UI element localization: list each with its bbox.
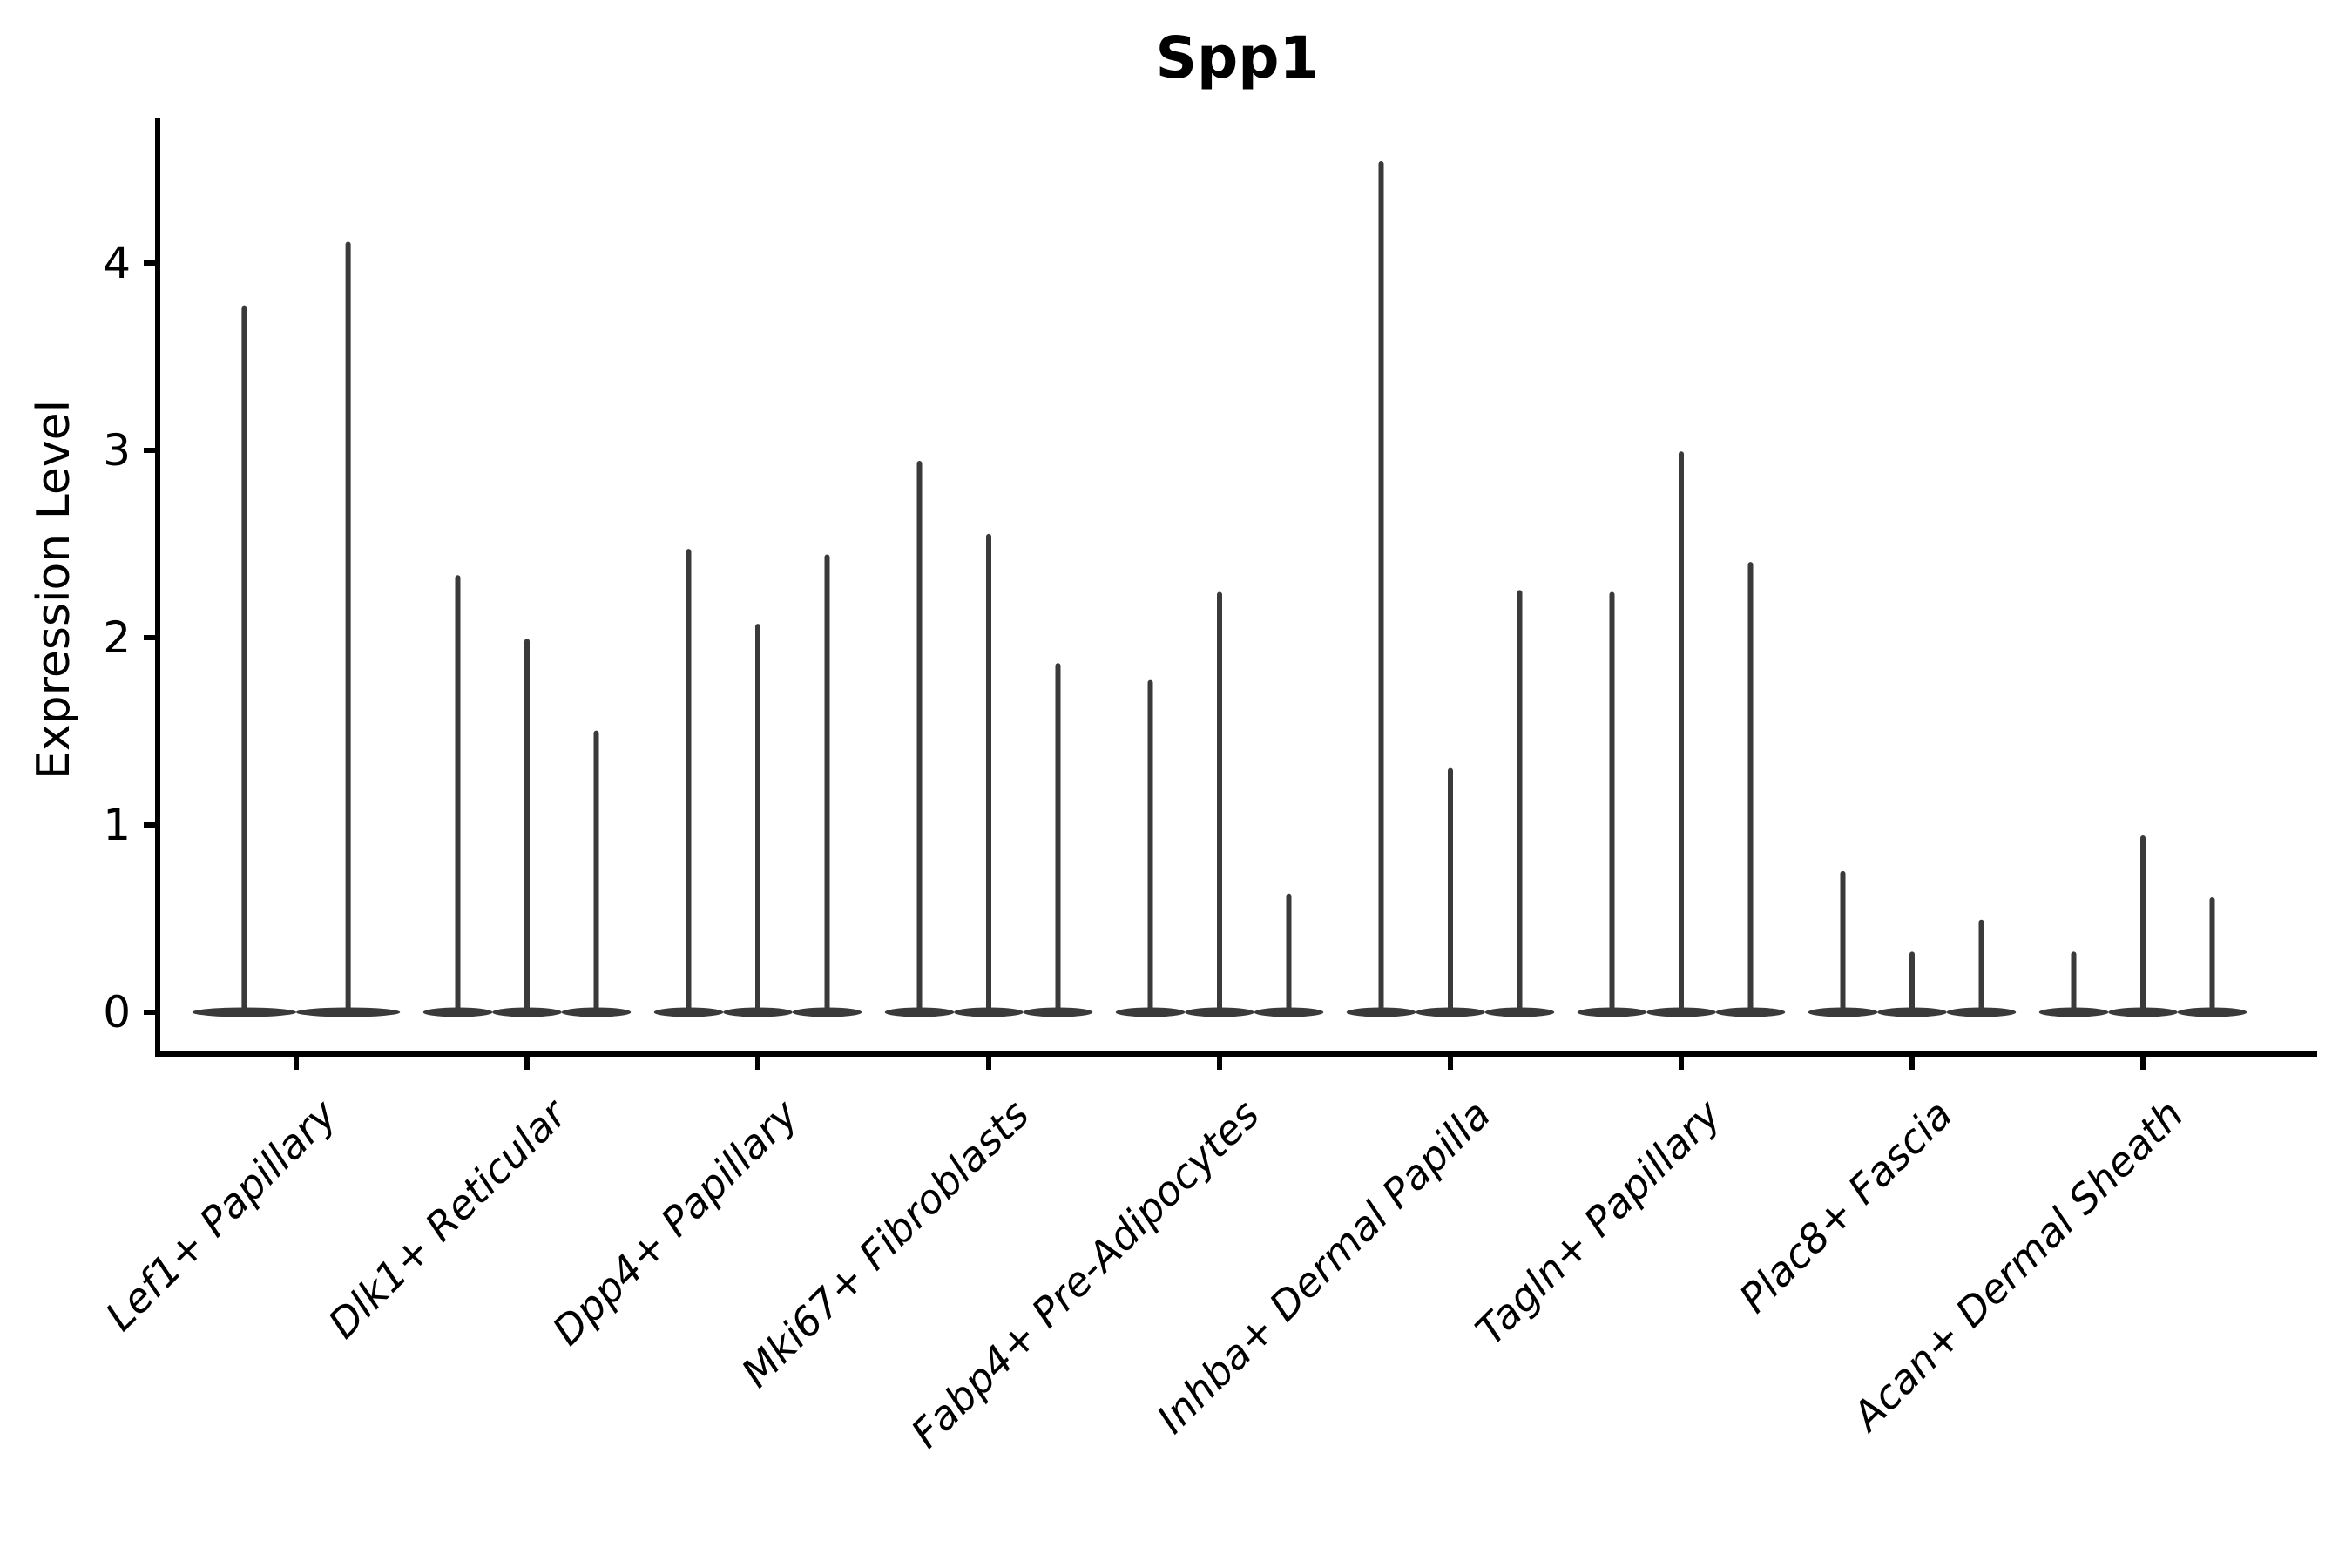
y-tick-label-1: 1 — [103, 800, 131, 850]
y-tick-label-0: 0 — [103, 987, 131, 1037]
chart-title: Spp1 — [1155, 24, 1320, 91]
y-tick-label-3: 3 — [103, 425, 131, 476]
y-tick-label-2: 2 — [103, 612, 131, 663]
y-tick-label-4: 4 — [103, 238, 131, 288]
